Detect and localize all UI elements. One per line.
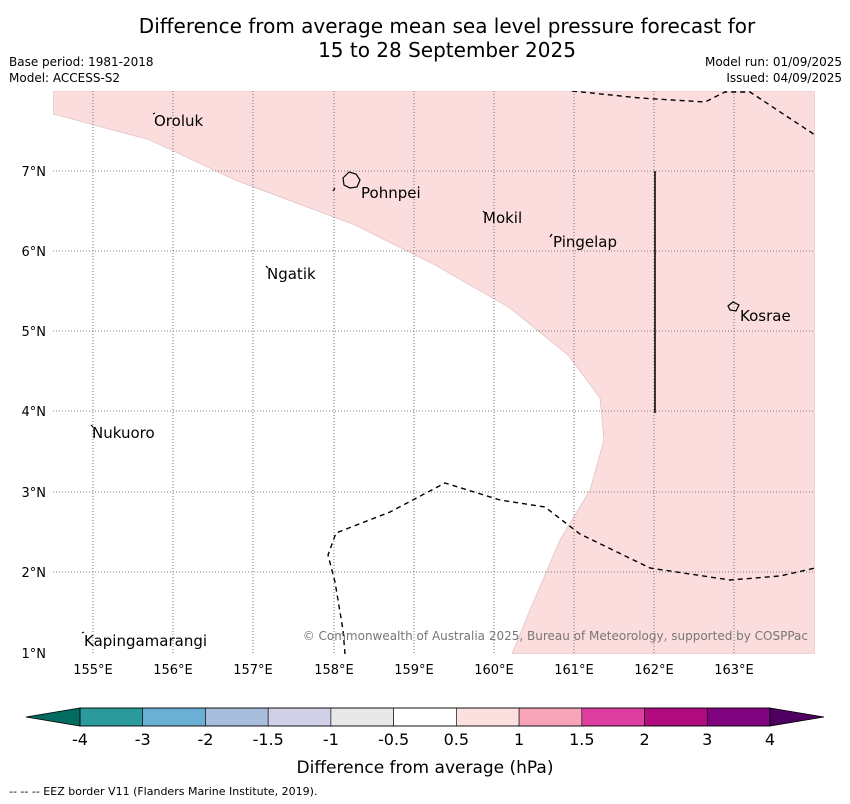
lat-tick: 6°N (22, 245, 47, 260)
eez-border-south (327, 482, 815, 654)
lon-tick: 157°E (233, 663, 273, 678)
kosrae-island (727, 301, 740, 312)
anomaly-shading (53, 91, 815, 654)
footer-note: -- -- -- EEZ border V11 (Flanders Marine… (9, 785, 318, 798)
colorbar-low-extend (25, 707, 81, 727)
meta-right: Model run: 01/09/2025 Issued: 04/09/2025 (705, 54, 842, 86)
pingelap-atoll (549, 233, 553, 238)
lon-tick: 162°E (634, 663, 674, 678)
lon-tick: 159°E (394, 663, 434, 678)
issued-date: Issued: 04/09/2025 (726, 71, 842, 85)
colorbar-tick-label: 3 (702, 730, 712, 749)
lat-tick: 1°N (22, 647, 47, 662)
graticule (53, 91, 815, 654)
place-label-kosrae: Kosrae (740, 307, 791, 325)
model-run: Model run: 01/09/2025 (704, 55, 842, 69)
lon-tick-labels: 155°E 156°E 157°E 158°E 159°E 160°E 161°… (73, 663, 754, 678)
colorbar-tick-label: -3 (135, 730, 151, 749)
colorbar-segments (79, 707, 771, 727)
map-area: Oroluk Pohnpei Mokil Pingelap Ngatik Kos… (53, 91, 815, 654)
lat-tick: 7°N (22, 165, 47, 180)
place-labels: Oroluk Pohnpei Mokil Pingelap Ngatik Kos… (84, 112, 791, 650)
colorbar-label: Difference from average (hPa) (297, 758, 554, 778)
lon-tick: 158°E (314, 663, 354, 678)
nukuoro-atoll (90, 424, 94, 428)
place-label-ngatik: Ngatik (267, 265, 316, 283)
colorbar-segment (393, 707, 457, 727)
lon-tick: 155°E (73, 663, 113, 678)
place-label-mokil: Mokil (483, 209, 522, 227)
colorbar-tick-label: -1.5 (253, 730, 284, 749)
lat-tick: 5°N (22, 325, 47, 340)
colorbar-tick-label: -1 (323, 730, 339, 749)
title-line-1: Difference from average mean sea level p… (138, 14, 756, 38)
meta-left: Base period: 1981-2018 Model: ACCESS-S2 (9, 54, 154, 86)
colorbar-segment (267, 707, 332, 727)
copyright-notice: © Commonwealth of Australia 2025, Bureau… (303, 629, 808, 643)
kapinga-atoll (81, 631, 85, 634)
ngatik-atoll (265, 265, 269, 269)
lat-tick-labels: 7°N 6°N 5°N 4°N 3°N 2°N 1°N (22, 165, 47, 662)
colorbar-segment (581, 707, 645, 727)
place-label-pohnpei: Pohnpei (361, 184, 421, 202)
eez-border (327, 91, 815, 654)
base-period: Base period: 1981-2018 (9, 55, 154, 69)
colorbar-segment (644, 707, 708, 727)
place-label-oroluk: Oroluk (154, 112, 203, 130)
colorbar-tick-label: 1.5 (569, 730, 594, 749)
colorbar-segment (706, 707, 771, 727)
lon-tick: 161°E (554, 663, 594, 678)
colorbar-high-extend (769, 707, 825, 727)
title-line-2: 15 to 28 September 2025 (318, 38, 576, 62)
colorbar-segment (205, 707, 269, 727)
colorbar-segment (518, 707, 583, 727)
colorbar-tick-label: -0.5 (378, 730, 409, 749)
colorbar-tick-labels: -4 -3 -2 -1.5 -1 -0.5 0.5 1 1.5 2 3 4 (72, 730, 775, 749)
colorbar-tick-label: -2 (197, 730, 213, 749)
colorbar-segment (79, 707, 144, 727)
eez-border-north (571, 91, 815, 136)
colorbar-tick-label: 4 (765, 730, 775, 749)
model-name: Model: ACCESS-S2 (9, 71, 121, 85)
lat-tick: 2°N (22, 566, 47, 581)
colorbar-tick-label: -4 (72, 730, 88, 749)
colorbar-tick-label: 0.5 (444, 730, 469, 749)
colorbar-tick-label: 1 (514, 730, 524, 749)
mokil-atoll (482, 210, 486, 214)
islands (81, 112, 740, 634)
lat-tick: 4°N (22, 405, 47, 420)
place-label-kapingamarangi: Kapingamarangi (84, 632, 207, 650)
colorbar-tick-label: 2 (639, 730, 649, 749)
oroluk-atoll (152, 112, 156, 115)
colorbar: -4 -3 -2 -1.5 -1 -0.5 0.5 1 1.5 2 3 4 Difference fr… (25, 707, 825, 778)
lat-tick: 3°N (22, 486, 47, 501)
lon-tick: 160°E (474, 663, 514, 678)
lon-tick: 163°E (714, 663, 754, 678)
place-label-pingelap: Pingelap (553, 233, 617, 251)
chart-title: Difference from average mean sea level p… (0, 14, 850, 62)
colorbar-segment (456, 707, 520, 727)
colorbar-segment (142, 707, 206, 727)
pohnpei-islet (332, 187, 336, 192)
place-label-nukuoro: Nukuoro (92, 424, 155, 442)
colorbar-segment (330, 707, 394, 727)
pohnpei-island (342, 171, 361, 189)
lon-tick: 156°E (153, 663, 193, 678)
